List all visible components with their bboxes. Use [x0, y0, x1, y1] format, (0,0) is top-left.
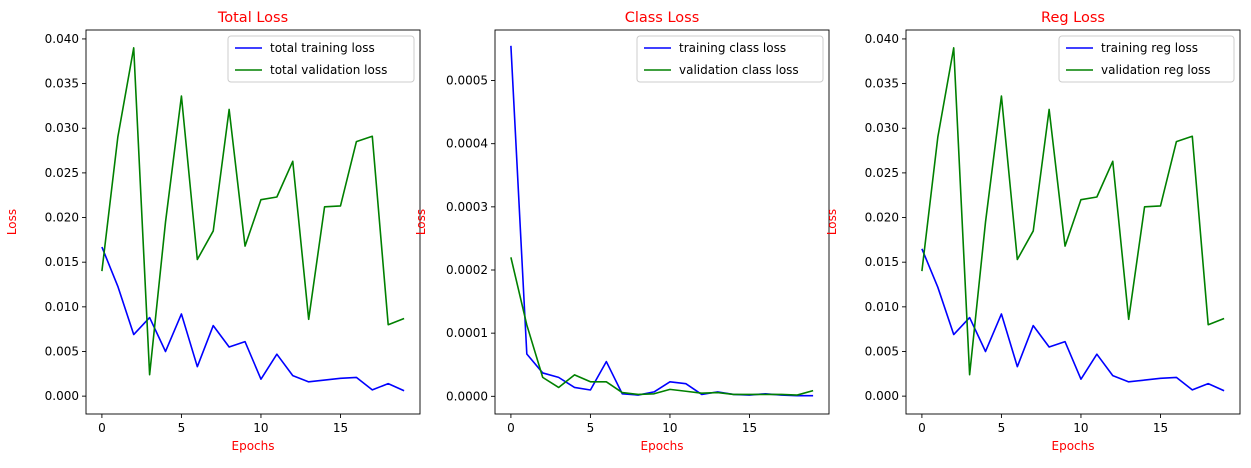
y-tick-label: 0.0005: [446, 74, 488, 88]
y-axis-label: Loss: [414, 209, 428, 235]
x-tick-label: 5: [998, 421, 1006, 435]
y-tick-label: 0.015: [865, 255, 899, 269]
y-tick-label: 0.010: [45, 300, 79, 314]
legend-label: training class loss: [679, 41, 786, 55]
legend-label: validation reg loss: [1101, 63, 1211, 77]
y-tick-label: 0.0003: [446, 200, 488, 214]
y-tick-label: 0.020: [45, 211, 79, 225]
y-tick-label: 0.005: [45, 344, 79, 358]
subplot-3: 0 5 10 15 0.000 0.005 0.010 0.015 0.020 0.025 0.03…: [825, 10, 1241, 453]
y-tick-label: 0.020: [865, 211, 899, 225]
y-tick-label: 0.005: [865, 344, 899, 358]
chart-title: Reg Loss: [1041, 10, 1105, 26]
y-tick-label: 0.030: [45, 121, 79, 135]
legend-label: total validation loss: [270, 63, 387, 77]
x-tick-label: 10: [253, 421, 268, 435]
x-tick-label: 5: [587, 421, 595, 435]
axes-frame: [494, 29, 830, 415]
x-axis-label: Epochs: [1052, 439, 1095, 453]
x-tick-label: 0: [98, 421, 106, 435]
x-tick-label: 15: [333, 421, 348, 435]
y-tick-label: 0.015: [45, 255, 79, 269]
subplot-2: 0 5 10 15 0.0000 0.0001 0.0002 0.0003 0.0004 0.00…: [414, 10, 830, 453]
axes-frame: [905, 29, 1241, 415]
series-line-validation: [101, 47, 405, 376]
y-tick-label: 0.040: [865, 32, 899, 46]
y-tick-label: 0.025: [45, 166, 79, 180]
x-tick-label: 15: [1153, 421, 1168, 435]
y-axis-label: Loss: [825, 209, 839, 235]
subplot-1: 0 5 10 15 0.000 0.005 0.010 0.015 0.020 0.025 0.03…: [5, 10, 421, 453]
y-tick-label: 0.035: [865, 77, 899, 91]
x-tick-label: 0: [918, 421, 926, 435]
y-tick-label: 0.010: [865, 300, 899, 314]
x-axis-label: Epochs: [641, 439, 684, 453]
y-tick-label: 0.030: [865, 121, 899, 135]
series-line-validation: [921, 47, 1225, 376]
legend-label: training reg loss: [1101, 41, 1198, 55]
y-tick-label: 0.000: [865, 389, 899, 403]
legend: total training loss total validation loss: [227, 35, 415, 83]
series-line-training: [101, 246, 405, 392]
y-tick-label: 0.0000: [446, 389, 488, 403]
legend-label: total training loss: [270, 41, 375, 55]
y-tick-label: 0.000: [45, 389, 79, 403]
legend: training class loss validation class loss: [636, 35, 824, 83]
legend-box: [1058, 35, 1235, 83]
y-tick-label: 0.0004: [446, 137, 488, 151]
chart-title: Total Loss: [217, 10, 288, 26]
legend-label: validation class loss: [679, 63, 799, 77]
axes-frame: [85, 29, 421, 415]
chart-title: Class Loss: [625, 10, 700, 26]
series-line-validation: [510, 257, 814, 396]
x-axis-label: Epochs: [232, 439, 275, 453]
series-line-training: [510, 45, 814, 397]
legend: training reg loss validation reg loss: [1058, 35, 1235, 83]
y-tick-label: 0.040: [45, 32, 79, 46]
y-tick-label: 0.025: [865, 166, 899, 180]
y-tick-label: 0.0002: [446, 263, 488, 277]
x-tick-label: 15: [742, 421, 757, 435]
x-tick-label: 10: [1073, 421, 1088, 435]
y-tick-label: 0.035: [45, 77, 79, 91]
x-tick-label: 5: [178, 421, 186, 435]
series-line-training: [921, 248, 1225, 392]
y-tick-label: 0.0001: [446, 326, 488, 340]
legend-box: [227, 35, 415, 83]
legend-box: [636, 35, 824, 83]
x-tick-label: 10: [662, 421, 677, 435]
x-tick-label: 0: [507, 421, 515, 435]
y-axis-label: Loss: [5, 209, 19, 235]
